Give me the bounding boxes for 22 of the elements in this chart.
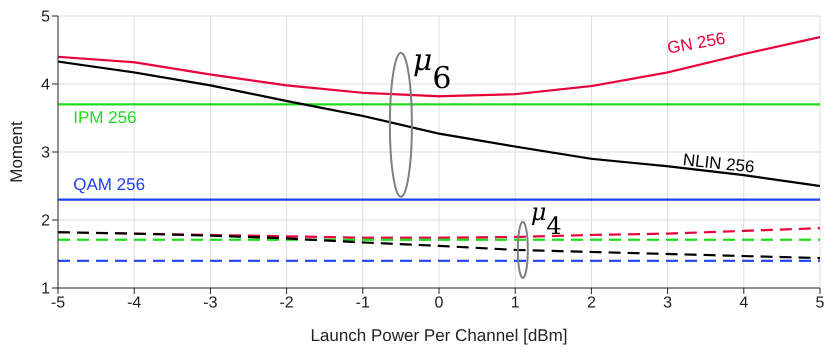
text: NLIN 256 [682,150,756,177]
x-axis-title: Launch Power Per Channel [dBm] [310,326,568,345]
text: GN 256 [666,28,727,58]
x-tick-label: 1 [510,294,520,312]
x-tick-label: -1 [356,294,370,312]
x-tick-label: 0 [434,294,444,312]
y-tick-label: 4 [41,76,50,94]
y-tick-label: 2 [41,212,50,230]
series-label: QAM 256 [73,175,146,194]
y-tick-label: 5 [41,8,50,26]
series-label: IPM 256 [73,108,137,127]
y-tick-label: 1 [41,280,50,298]
x-tick-label: -4 [127,294,142,312]
x-tick-label: 3 [663,294,672,312]
y-tick-label: 3 [41,144,50,162]
x-tick-label: 2 [586,294,596,312]
x-tick-label: -5 [50,294,66,312]
x-tick-label: -2 [279,294,294,312]
y-axis-title: Moment [7,121,26,183]
x-tick-label: 4 [739,294,748,312]
x-tick-label: -3 [203,294,218,312]
x-tick-label: 5 [816,294,825,312]
